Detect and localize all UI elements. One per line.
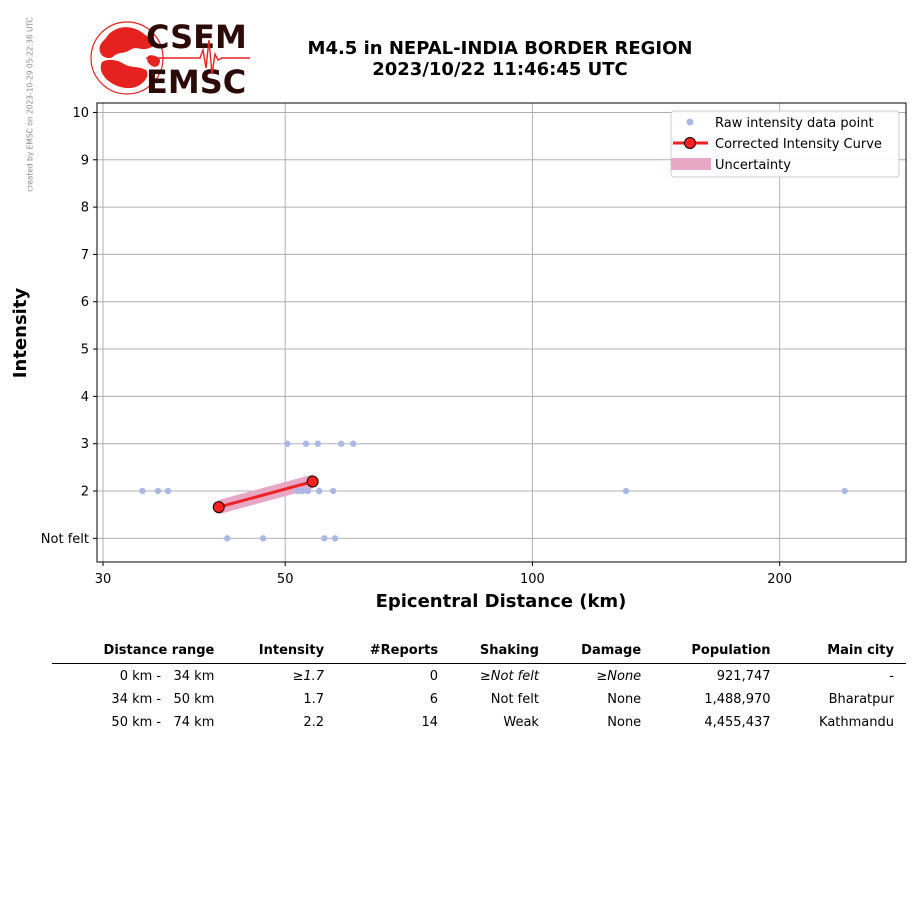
y-tick-label: 6: [81, 295, 89, 310]
y-tick-label: Not felt: [41, 532, 89, 547]
corrected-curve-marker: [306, 475, 319, 488]
y-tick-label: 9: [81, 153, 89, 168]
y-axis-label: Intensity: [10, 288, 31, 379]
cell-damage: None: [607, 715, 642, 730]
header-population: Population: [653, 640, 783, 664]
header-damage: Damage: [550, 640, 654, 664]
cell-damage: None: [607, 692, 642, 707]
raw-data-point: [259, 535, 267, 542]
y-tick-label: 8: [81, 201, 89, 216]
raw-data-point: [284, 440, 291, 447]
corrected-curve-layer: [212, 475, 319, 514]
table-row: 34 km - 50 km 1.7 6 Not felt None 1,488,…: [52, 687, 906, 710]
x-tick-label: 30: [95, 572, 112, 587]
plot-frame: [96, 102, 907, 563]
cell-reports: 6: [429, 692, 439, 707]
legend-box: [670, 110, 900, 178]
raw-data-point: [338, 440, 345, 447]
raw-data-point: [349, 440, 357, 447]
cell-intensity: 2.2: [303, 715, 325, 730]
cell-population: 921,747: [716, 669, 771, 684]
x-tick-label: 50: [277, 572, 294, 587]
cell-shaking: Weak: [503, 715, 539, 730]
logo-line2: EMSC: [146, 63, 246, 98]
cell-population: 4,455,437: [704, 715, 771, 730]
y-tick-label: 10: [72, 106, 89, 121]
raw-data-point: [331, 535, 339, 542]
raw-data-point: [154, 487, 162, 495]
legend-curve-label: Corrected Intensity Curve: [715, 137, 882, 152]
cell-intensity: 1.7: [303, 692, 325, 707]
header-distance-range: Distance range: [52, 640, 227, 664]
ticks-layer: 30 50 100 200 Not felt 2 3 4 5 6 7 8 9 10: [41, 106, 792, 587]
chart-subtitle: 2023/10/22 11:46:45 UTC: [372, 59, 628, 80]
distance-summary-table: Distance range Intensity #Reports Shakin…: [52, 640, 906, 733]
chart-title-block: M4.5 in NEPAL-INDIA BORDER REGION 2023/1…: [250, 38, 750, 80]
raw-data-point: [841, 487, 848, 495]
cell-shaking: ≥Not felt: [479, 669, 539, 684]
x-tick-label: 100: [520, 572, 545, 587]
y-tick-label: 3: [81, 437, 89, 452]
seismogram-line-icon: [146, 39, 250, 75]
cell-intensity: ≥1.7: [292, 669, 325, 684]
y-tick-label: 5: [81, 343, 89, 358]
raw-data-point: [321, 535, 328, 542]
legend-raw-label: Raw intensity data point: [715, 116, 874, 131]
table-row: 50 km - 74 km 2.2 14 Weak None 4,455,437…: [52, 710, 906, 733]
y-tick-label: 4: [81, 390, 89, 405]
cell-city: -: [889, 669, 894, 684]
chart-title: M4.5 in NEPAL-INDIA BORDER REGION: [307, 38, 693, 59]
cell-range: 50 km - 74 km: [111, 715, 215, 730]
x-tick-label: 200: [767, 572, 792, 587]
cell-range: 34 km - 50 km: [111, 692, 215, 707]
legend-raw-marker: [686, 118, 694, 126]
raw-data-point: [329, 487, 337, 495]
y-tick-label: 7: [81, 248, 89, 263]
cell-reports: 0: [429, 669, 439, 684]
raw-points-layer: [139, 440, 848, 542]
raw-data-point: [164, 487, 172, 495]
legend-uncertainty-label: Uncertainty: [715, 158, 791, 173]
cell-range: 0 km - 34 km: [119, 669, 215, 684]
cell-city: Kathmandu: [819, 715, 894, 730]
corrected-curve-line: [218, 480, 314, 509]
raw-data-point: [622, 487, 630, 495]
legend-uncertainty-swatch: [671, 158, 711, 170]
header-intensity: Intensity: [226, 640, 337, 664]
x-axis-label: Epicentral Distance (km): [376, 591, 627, 612]
raw-data-point: [294, 487, 302, 495]
raw-data-point: [139, 487, 146, 495]
raw-data-point: [315, 487, 323, 495]
cell-reports: 14: [421, 715, 439, 730]
raw-data-point: [314, 440, 322, 447]
raw-data-point: [304, 487, 312, 495]
raw-data-point: [299, 487, 306, 495]
cell-population: 1,488,970: [704, 692, 771, 707]
legend: Raw intensity data point Corrected Inten…: [670, 110, 900, 178]
y-tick-label: 2: [81, 485, 89, 500]
cell-damage: ≥None: [596, 669, 642, 684]
header-reports: #Reports: [336, 640, 451, 664]
csem-emsc-logo: CSEM EMSC: [88, 16, 258, 101]
legend-curve-marker: [684, 137, 696, 149]
table-header-row: Distance range Intensity #Reports Shakin…: [52, 640, 906, 664]
raw-data-point: [302, 440, 310, 447]
cell-city: Bharatpur: [828, 692, 894, 707]
logo-line1: CSEM: [146, 18, 247, 56]
cell-shaking: Not felt: [490, 692, 539, 707]
raw-data-point: [224, 535, 231, 542]
header-shaking: Shaking: [450, 640, 551, 664]
header-main-city: Main city: [782, 640, 906, 664]
intensity-chart: 30 50 100 200 Not felt 2 3 4 5 6 7 8 9 10 Epicentral …: [10, 102, 907, 612]
table-row: 0 km - 34 km ≥1.7 0 ≥Not felt ≥None 921,…: [52, 664, 906, 688]
corrected-curve-marker: [212, 501, 225, 514]
